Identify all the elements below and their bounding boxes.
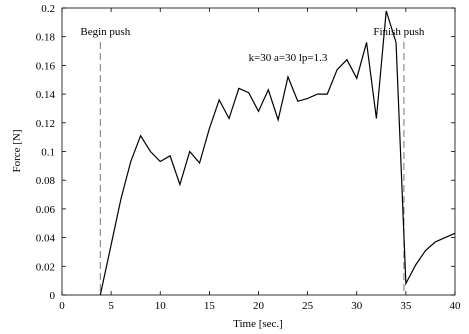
y-axis-label: Force [N]	[11, 129, 23, 172]
x-tick-label: 0	[59, 300, 65, 312]
y-tick-label: 0.12	[36, 118, 55, 130]
y-axis-ticks: 0 0.02 0.04 0.06 0.08 0.1 0.12 0.14 0.16 0.18 0.2	[36, 3, 455, 302]
event-lines: Begin push Finish push	[80, 26, 425, 295]
y-tick-label: 0.1	[41, 147, 55, 159]
y-tick-label: 0.08	[36, 175, 56, 187]
parameter-annotation: k=30 a=30 lp=1.3	[249, 52, 328, 64]
y-tick-label: 0.02	[36, 261, 55, 273]
y-tick-label: 0.04	[36, 233, 56, 245]
x-axis-label: Time [sec.]	[233, 318, 283, 330]
y-tick-label: 0	[50, 290, 56, 302]
event-line-label: Finish push	[373, 26, 425, 38]
y-tick-label: 0.2	[41, 3, 55, 15]
y-tick-label: 0.06	[36, 204, 56, 216]
x-tick-label: 5	[108, 300, 114, 312]
x-tick-label: 20	[253, 300, 265, 312]
event-line-label: Begin push	[80, 26, 130, 38]
x-tick-label: 15	[204, 300, 216, 312]
x-tick-label: 35	[400, 300, 412, 312]
x-tick-label: 10	[155, 300, 167, 312]
data-series	[99, 10, 456, 296]
x-tick-label: 30	[351, 300, 363, 312]
x-axis-ticks: 0 5 10 15 20 25 30 35 40	[59, 8, 461, 312]
series-line	[99, 10, 456, 296]
y-tick-label: 0.18	[36, 32, 56, 44]
x-tick-label: 40	[450, 300, 462, 312]
x-tick-label: 25	[302, 300, 314, 312]
annotations: k=30 a=30 lp=1.3	[249, 52, 328, 64]
y-tick-label: 0.16	[36, 60, 56, 72]
y-tick-label: 0.14	[36, 89, 56, 101]
